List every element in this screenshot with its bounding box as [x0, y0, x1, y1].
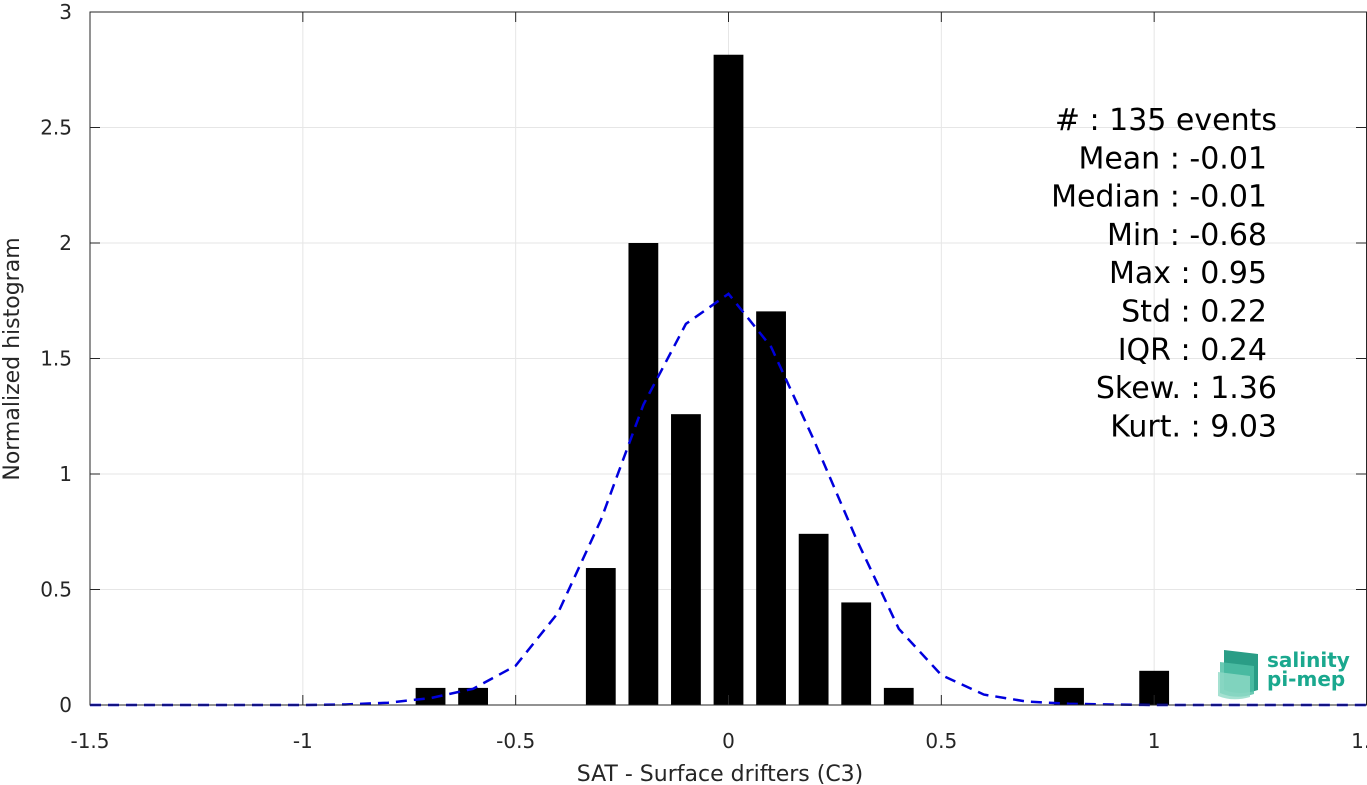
- y-axis-label: Normalized histogram: [0, 237, 25, 480]
- histogram-bar: [798, 533, 829, 705]
- stats-line: Kurt. : 9.03: [1110, 409, 1277, 444]
- logo-emblem-icon: [1218, 650, 1258, 700]
- histogram-bar: [458, 687, 488, 705]
- stats-line: Max : 0.95: [1109, 256, 1267, 291]
- histogram-bar: [671, 414, 701, 705]
- histogram-bar: [883, 687, 914, 705]
- x-tick-label: 1.5: [1351, 729, 1367, 753]
- histogram-bar: [585, 568, 616, 705]
- stats-line: Median : -0.01: [1051, 180, 1267, 215]
- fit-curve: [90, 292, 1367, 707]
- histogram-bar: [756, 311, 786, 705]
- y-tick-label: 2.5: [40, 116, 72, 140]
- x-tick-label: -1: [293, 729, 313, 753]
- y-tick-label: 2: [59, 231, 72, 255]
- histogram-bar: [713, 54, 744, 706]
- y-tick-label: 3: [59, 0, 72, 24]
- y-tick-label: 1.5: [40, 347, 72, 371]
- histogram-bar: [841, 602, 872, 705]
- stats-line: IQR : 0.24: [1118, 333, 1267, 368]
- x-axis-ticks: [89, 12, 1367, 705]
- y-tick-label: 0: [59, 693, 72, 717]
- logo-text-line1: salinity: [1267, 648, 1350, 672]
- y-tick-label: 0.5: [40, 578, 72, 602]
- histogram-bar: [1054, 687, 1084, 705]
- salinity-pi-mep-logo: salinity pi-mep: [1218, 648, 1350, 700]
- histogram-bar: [628, 243, 659, 705]
- x-tick-label: -1.5: [70, 729, 109, 753]
- histogram-bar: [415, 687, 446, 705]
- x-tick-label: 1: [1148, 729, 1161, 753]
- y-tick-label: 1: [59, 462, 72, 486]
- stats-line: Skew. : 1.36: [1096, 371, 1277, 406]
- stats-line: Std : 0.22: [1121, 295, 1267, 330]
- stats-line: Mean : -0.01: [1078, 141, 1267, 176]
- stats-line: Min : -0.68: [1107, 218, 1267, 253]
- stats-line: # : 135 events: [1055, 103, 1277, 138]
- x-tick-label: 0.5: [925, 729, 957, 753]
- y-axis-tick-labels: 0 0.5 1 1.5 2 2.5 3: [40, 0, 72, 717]
- logo-text-line2: pi-mep: [1267, 667, 1345, 691]
- y-axis-ticks: [90, 11, 1366, 706]
- x-tick-label: -0.5: [496, 729, 535, 753]
- x-axis-tick-labels: -1.5 -1 -0.5 0 0.5 1 1.5: [70, 729, 1367, 753]
- x-tick-label: 0: [722, 729, 735, 753]
- x-axis-label: SAT - Surface drifters (C3): [577, 762, 864, 785]
- histogram-bars: [415, 54, 1170, 706]
